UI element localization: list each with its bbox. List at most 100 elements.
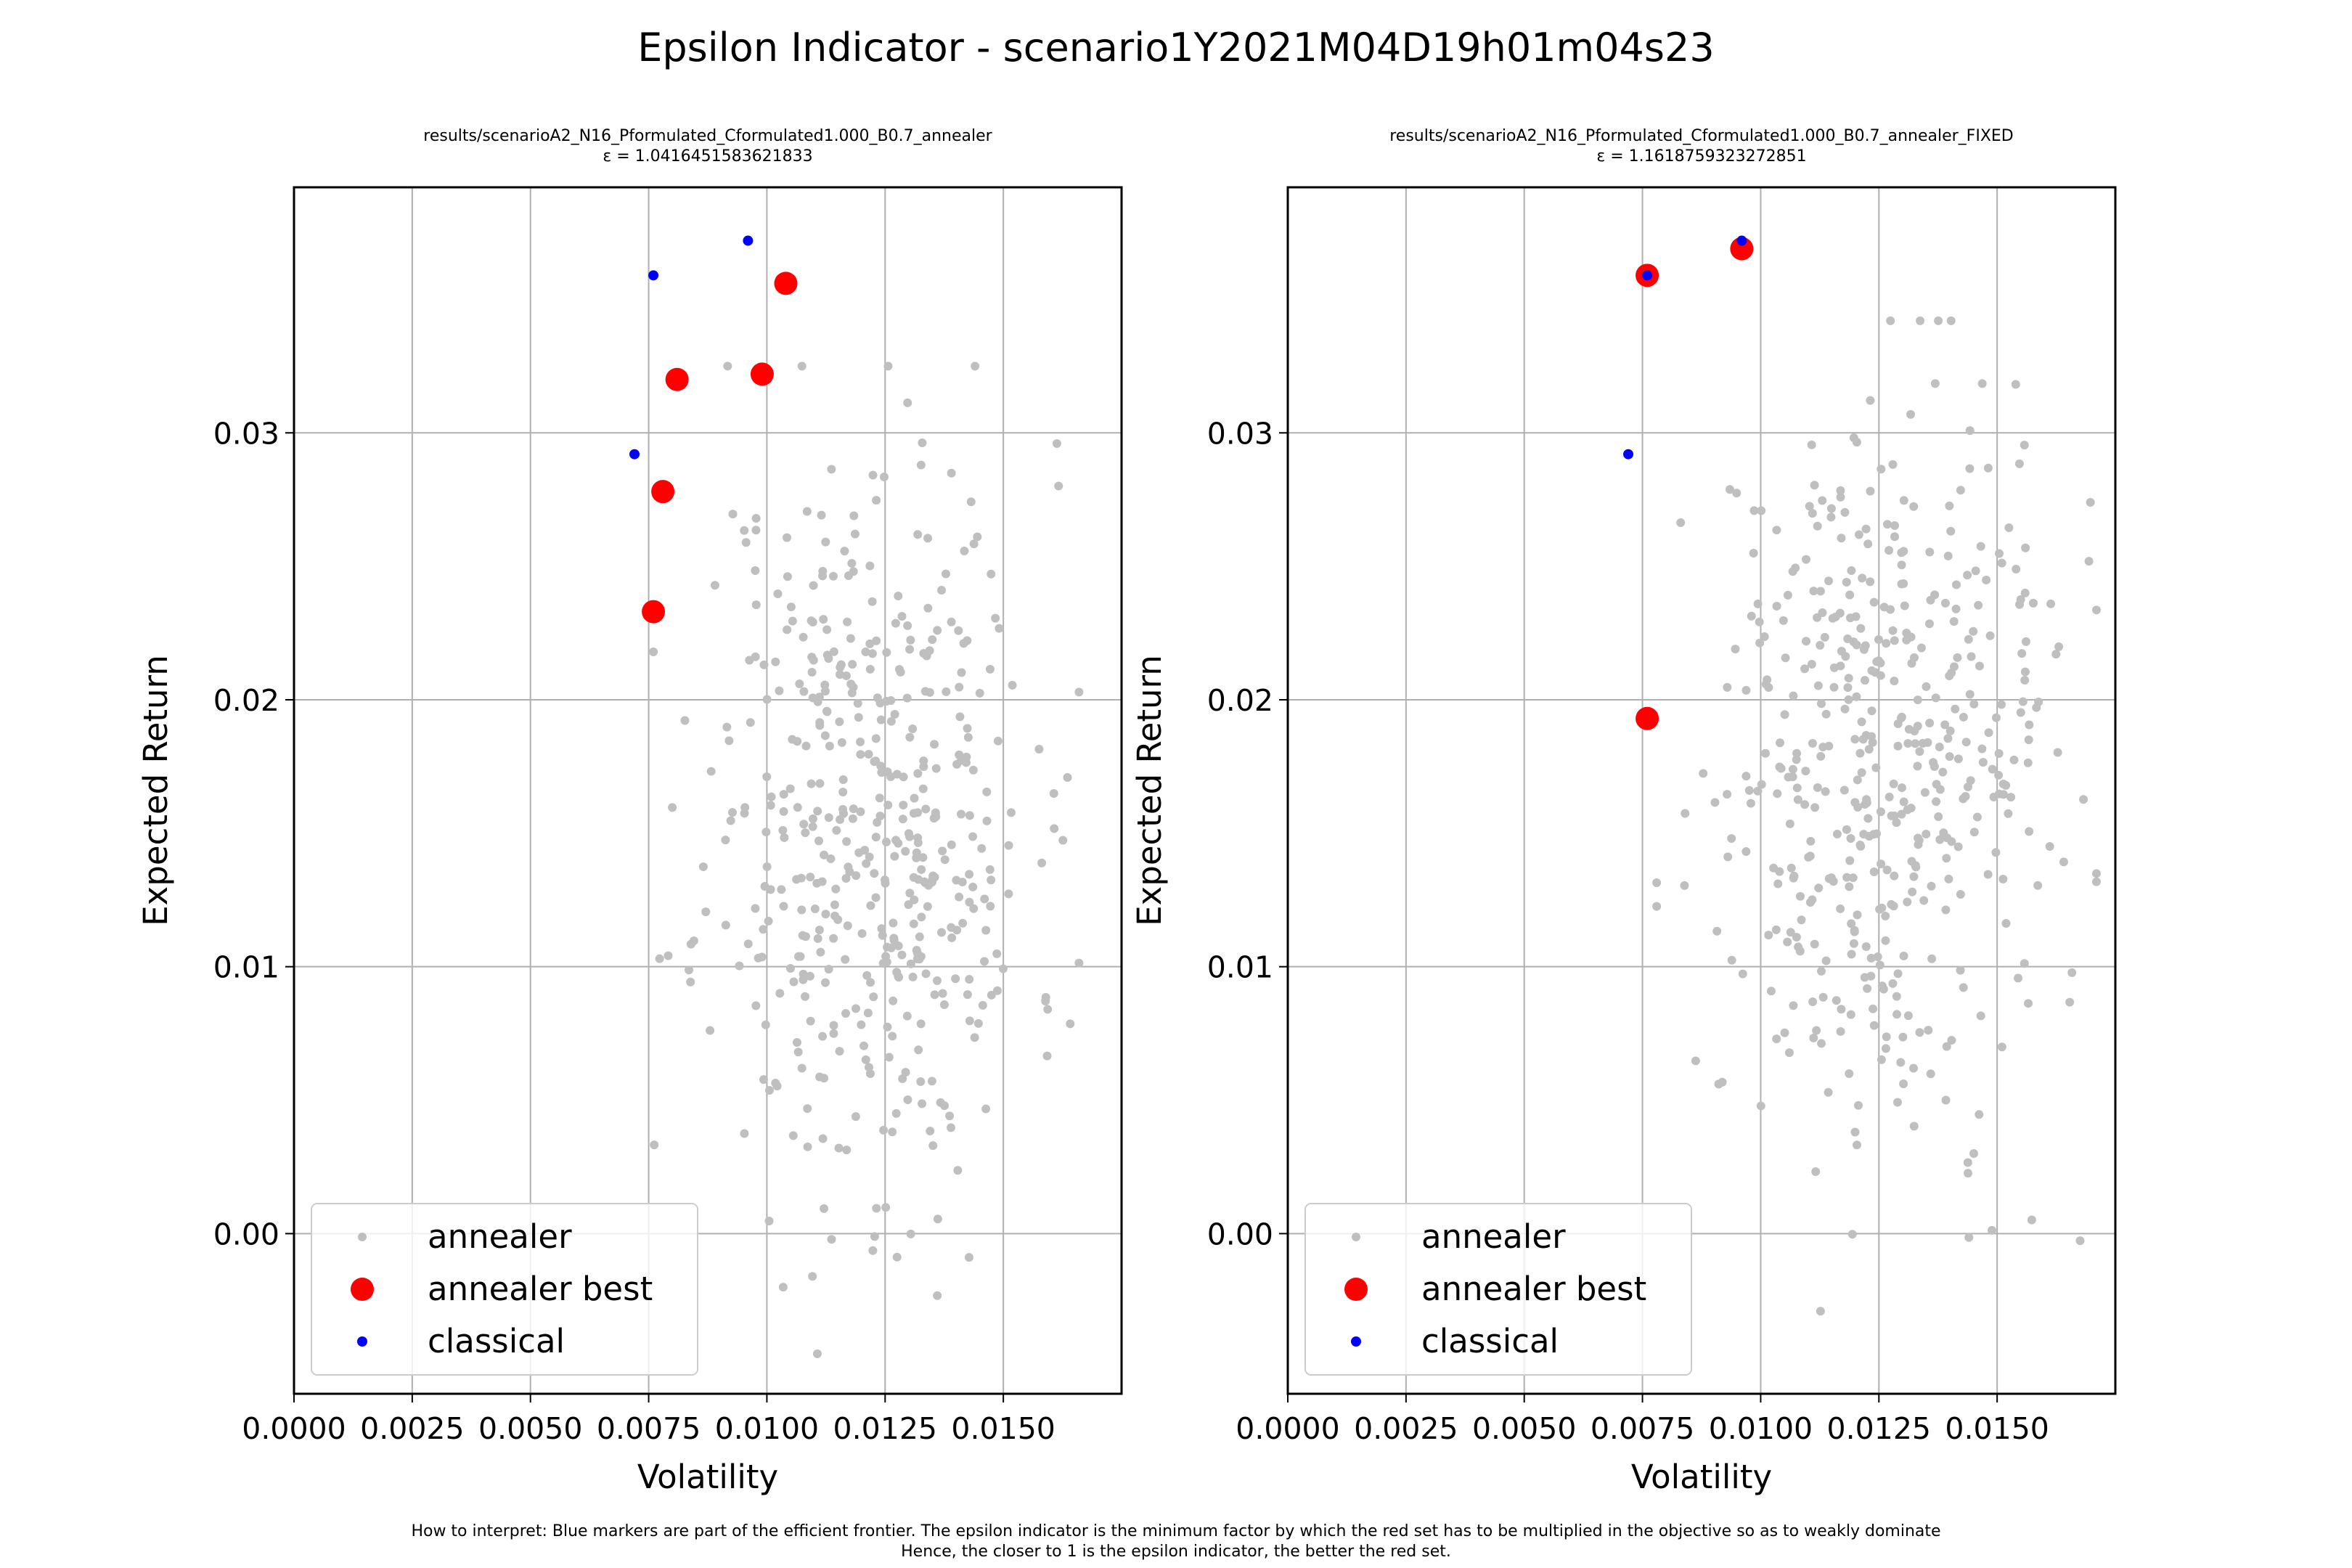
left-annealer-point	[890, 852, 899, 861]
left-annealer-point	[905, 732, 915, 742]
left-annealer-point	[937, 586, 947, 595]
left-annealer-point	[880, 875, 889, 885]
left-annealer-point	[835, 1047, 844, 1056]
right-annealer-point	[1806, 836, 1816, 846]
right-annealer-point	[1793, 795, 1802, 804]
left-annealer-point	[822, 625, 832, 634]
left-annealer-point	[1066, 1019, 1075, 1029]
left-annealer-point	[879, 1125, 889, 1135]
right-annealer-point	[1853, 802, 1863, 812]
right-legend-box	[1304, 1203, 1692, 1376]
left-annealer-point	[917, 865, 926, 874]
right-annealer-point	[1869, 867, 1879, 877]
left-annealer-point	[818, 566, 828, 576]
left-annealer-point	[842, 1146, 852, 1155]
right-annealer-point	[2051, 650, 2061, 659]
right-annealer-point	[1903, 897, 1912, 907]
left-annealer-point	[987, 990, 996, 1000]
right-annealer-point	[1847, 919, 1856, 928]
right-annealer-point	[1801, 767, 1810, 776]
left-annealer-point	[1054, 481, 1063, 491]
left-annealer-point	[939, 1000, 949, 1010]
right-annealer-point	[2024, 999, 2033, 1008]
right-annealer-point	[1741, 847, 1751, 857]
right-annealer-point	[1953, 653, 1962, 662]
left-legend-marker-annealer-best	[351, 1278, 374, 1301]
right-annealer-point	[1829, 877, 1838, 886]
right-annealer-point	[2033, 881, 2043, 890]
left-annealer-point	[830, 900, 839, 910]
left-annealer-point	[764, 916, 773, 926]
left-annealer-point	[812, 1349, 822, 1358]
right-series-annealer-best	[1636, 237, 1754, 730]
right-annealer-point	[1920, 788, 1930, 797]
right-annealer-point	[1915, 1028, 1924, 1037]
left-annealer-point	[854, 713, 863, 722]
right-annealer-point	[1899, 797, 1908, 807]
left-annealer-point	[952, 759, 962, 769]
left-annealer-point	[873, 817, 882, 827]
right-annealer-point	[1727, 834, 1736, 844]
right-y-tick-label: 0.02	[1207, 683, 1273, 718]
left-annealer-point	[955, 892, 964, 902]
right-annealer-point	[1802, 637, 1811, 646]
left-annealer-point	[754, 953, 763, 963]
left-annealer-point	[910, 793, 919, 803]
left-annealer-point	[843, 921, 852, 931]
left-legend-label-classical: classical	[428, 1322, 565, 1360]
right-annealer-point	[1846, 834, 1855, 844]
right-annealer-point	[1963, 1169, 1972, 1178]
left-annealer-point	[849, 511, 859, 520]
left-annealer-point	[856, 737, 865, 746]
right-annealer-point	[1888, 979, 1898, 988]
left-axes-frame	[293, 186, 1123, 1395]
right-annealer-point	[1989, 792, 1998, 801]
left-annealer-point	[846, 634, 855, 643]
left-annealer-point	[847, 559, 857, 568]
left-annealer-point	[721, 836, 730, 845]
left-annealer-point	[809, 656, 818, 665]
left-annealer-point	[965, 975, 974, 984]
right-annealer-point	[1816, 751, 1826, 761]
right-annealer-point	[2004, 809, 2013, 818]
right-annealer-point	[2011, 380, 2020, 389]
left-annealer-point	[965, 897, 974, 907]
left-annealer-point	[798, 931, 807, 940]
left-annealer-point	[929, 814, 939, 823]
left-annealer-point	[913, 530, 923, 539]
right-annealer-point	[1773, 879, 1783, 889]
right-annealer-point	[1906, 632, 1916, 642]
left-annealer-point	[940, 1101, 950, 1111]
right-annealer-point	[2020, 588, 2030, 597]
left-annealer-point	[771, 1078, 780, 1087]
right-annealer-point	[1903, 1011, 1913, 1021]
right-annealer-point	[1868, 738, 1877, 747]
left-annealer-point	[799, 975, 808, 984]
right-annealer-point	[1876, 807, 1885, 817]
right-annealer-point	[1964, 634, 1973, 644]
right-annealer-point	[1925, 718, 1935, 727]
left-annealer-point	[848, 814, 857, 823]
right-annealer-point	[1847, 566, 1856, 576]
right-annealer-point	[1784, 1048, 1794, 1058]
left-legend-box	[311, 1203, 698, 1376]
right-annealer-point	[1836, 1026, 1845, 1036]
left-annealer-point	[846, 679, 856, 689]
right-annealer-point	[2054, 642, 2064, 651]
left-annealer-point	[942, 687, 951, 696]
left-annealer-point	[655, 954, 664, 963]
left-annealer-point	[834, 1143, 844, 1153]
right-annealer-point	[1805, 502, 1814, 511]
left-annealer-point	[938, 989, 947, 998]
left-annealer-point	[836, 663, 845, 672]
right-annealer-point	[1761, 679, 1771, 689]
left-annealer-point	[962, 752, 971, 761]
left-annealer-point	[979, 957, 989, 966]
right-annealer-point	[1738, 969, 1747, 979]
left-annealer-point	[814, 836, 824, 846]
left-annealer-best-point	[642, 600, 666, 624]
left-annealer-point	[985, 664, 995, 674]
right-annealer-point	[1792, 755, 1801, 764]
right-annealer-point	[1864, 745, 1874, 754]
left-annealer-point	[838, 775, 848, 784]
